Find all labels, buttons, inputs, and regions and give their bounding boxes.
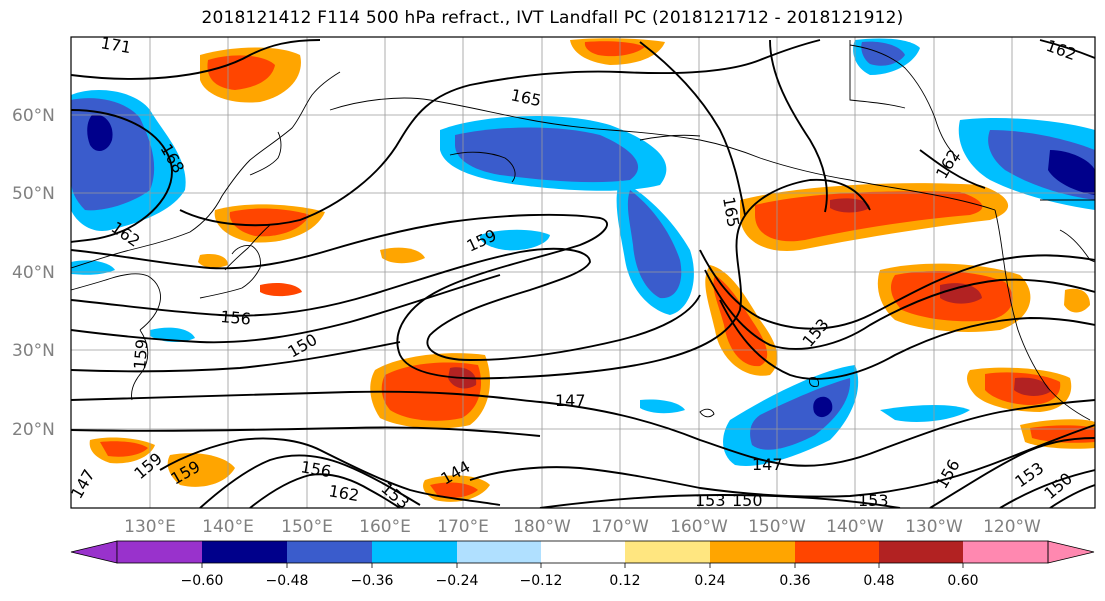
lon-label: 130°E: [124, 517, 176, 537]
lon-label: 160°W: [670, 517, 728, 537]
colorbar-segment: [457, 541, 541, 563]
lon-label: 130°W: [905, 517, 963, 537]
lon-label: 140°W: [826, 517, 884, 537]
map-title: 2018121412 F114 500 hPa refract., IVT La…: [201, 8, 904, 28]
lon-label: 140°E: [202, 517, 254, 537]
colorbar-segment: [710, 541, 795, 563]
lon-label: 170°E: [437, 517, 489, 537]
colorbar-segment: [287, 541, 372, 563]
contour-label: 150: [732, 491, 763, 510]
contour-label: 159: [130, 338, 152, 370]
colorbar-tick-label: −0.12: [520, 573, 563, 589]
contour-label: 156: [220, 307, 252, 329]
colorbar-tick-label: 0.12: [609, 573, 640, 589]
colorbar-tick-label: −0.24: [436, 573, 479, 589]
lat-label: 50°N: [12, 184, 55, 204]
contour-label: 171: [99, 33, 132, 57]
colorbar-segment: [202, 541, 287, 563]
latitude-labels: 60°N 50°N 40°N 30°N 20°N: [12, 106, 55, 440]
longitude-labels: 130°E 140°E 150°E 160°E 170°E 180°W 170°…: [124, 517, 1041, 537]
contour-label: 147: [555, 391, 586, 410]
contour-label: 153: [695, 491, 726, 510]
colorbar-tick-label: 0.48: [863, 573, 894, 589]
colorbar-extend-high: [1047, 540, 1095, 564]
colorbar-segment: [795, 541, 879, 563]
colorbar-tick-label: −0.60: [181, 573, 224, 589]
colorbar-extend-low: [70, 540, 118, 564]
lon-label: 160°E: [359, 517, 411, 537]
lat-label: 60°N: [12, 106, 55, 126]
contour-label: 153: [858, 491, 889, 510]
map-frame: [70, 36, 1096, 509]
height-contours: [71, 39, 1095, 508]
lat-label: 30°N: [12, 341, 55, 361]
colorbar-segment: [879, 541, 963, 563]
colorbar-segment: [541, 541, 625, 563]
colorbar-tick-label: −0.48: [266, 573, 309, 589]
colorbar-tick-label: −0.36: [351, 573, 394, 589]
colorbar-segment: [372, 541, 457, 563]
positive-anomaly-fills: [89, 38, 1095, 502]
lon-label: 150°W: [748, 517, 806, 537]
lon-label: 150°E: [281, 517, 333, 537]
colorbar-frame: [116, 540, 1049, 564]
colorbar: −0.60 −0.48 −0.36 −0.24 −0.12 0.12 0.24 …: [70, 540, 1095, 589]
colorbar-segment: [117, 541, 202, 563]
contour-label: 147: [752, 455, 783, 474]
lat-label: 40°N: [12, 263, 55, 283]
lon-label: 170°W: [591, 517, 649, 537]
colorbar-tick-label: 0.60: [947, 573, 978, 589]
colorbar-tick-label: 0.24: [694, 573, 725, 589]
lat-label: 20°N: [12, 420, 55, 440]
lon-label: 120°W: [983, 517, 1041, 537]
lon-label: 180°W: [513, 517, 571, 537]
colorbar-segment: [625, 541, 710, 563]
colorbar-segment: [963, 541, 1048, 563]
colorbar-tick-label: 0.36: [779, 573, 810, 589]
